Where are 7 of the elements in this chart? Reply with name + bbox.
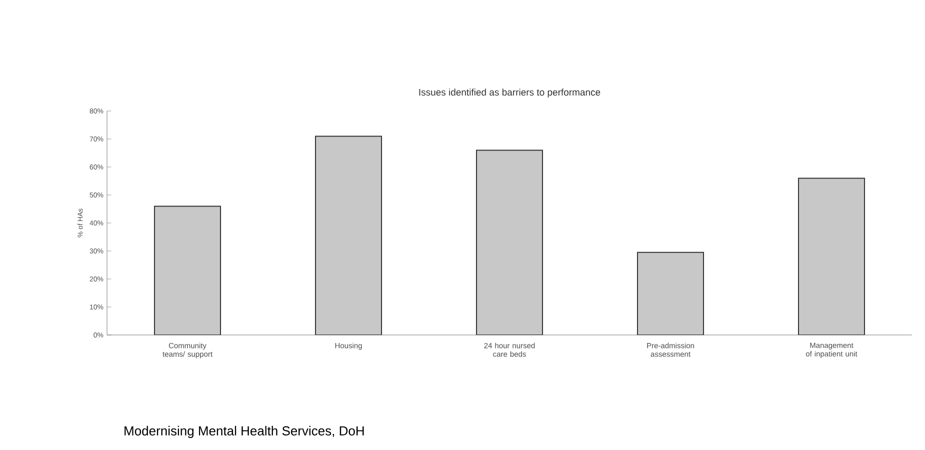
text: Modernising Mental Health Services, DoH (124, 426, 364, 438)
bar (154, 206, 222, 335)
bar (637, 252, 704, 335)
bar (315, 136, 382, 335)
bar (476, 150, 544, 335)
chart-title: Issues identified as barriers to performance (419, 88, 600, 98)
bar (798, 178, 866, 335)
